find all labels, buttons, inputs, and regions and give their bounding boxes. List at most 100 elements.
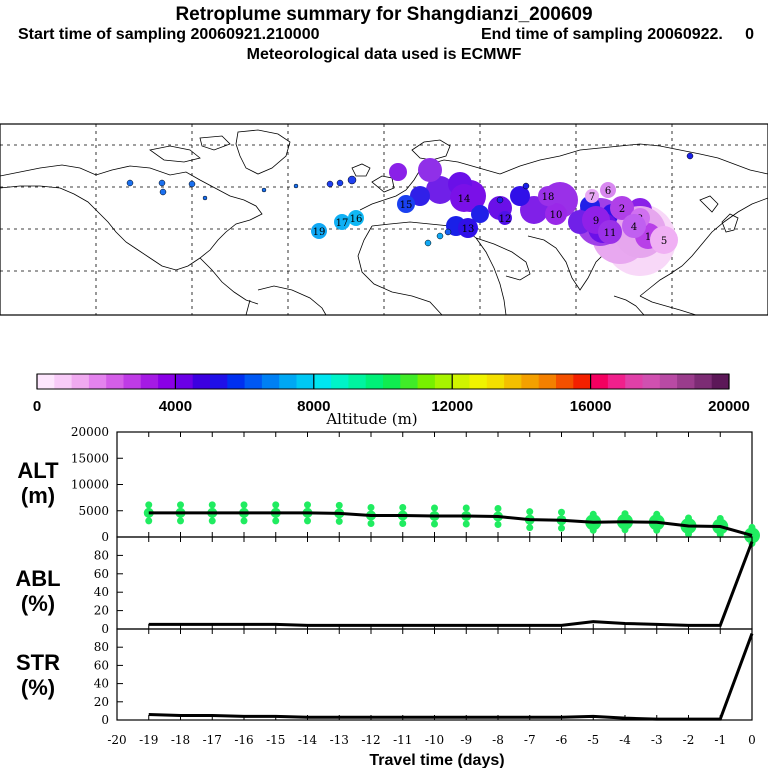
colorbar-swatch: [711, 374, 730, 389]
day-marker-label-10: 10: [550, 210, 563, 221]
altitude-colorbar: [36, 373, 730, 390]
plume-particle: [436, 232, 444, 240]
plume-particle: [336, 179, 344, 187]
day-marker-label-13: 13: [462, 224, 475, 235]
series-line-alt: [148, 511, 753, 537]
colorbar-swatch: [140, 374, 159, 389]
x-tick-label: -7: [524, 733, 536, 747]
alt-spread-marker: [177, 517, 184, 525]
str-panel-label-text: STR (%): [16, 650, 60, 700]
day-marker-5: [650, 226, 678, 254]
colorbar-swatch: [434, 374, 453, 389]
colorbar-swatch: [625, 374, 643, 389]
plume-particle: [126, 179, 134, 187]
alt-spread-marker: [621, 510, 629, 518]
alt-spread-marker: [208, 501, 216, 509]
y-tick-label: 40: [94, 677, 109, 691]
colorbar-swatch: [607, 374, 626, 389]
panel-alt: 0 5000 10000 15000 20000: [71, 425, 760, 547]
alt-panel-label: ALT (m): [3, 458, 73, 508]
day-marker-4: [622, 214, 646, 238]
colorbar-swatch: [279, 374, 297, 389]
plume-particle: [426, 176, 454, 204]
x-tick-label: -20: [107, 733, 126, 747]
plume-particle: [261, 187, 267, 193]
colorbar-swatch: [331, 374, 349, 389]
colorbar-swatch: [521, 374, 540, 389]
plume-particle: [686, 152, 694, 160]
met-data-label: Meteorological data used is ECMWF: [246, 46, 522, 63]
colorbar-swatch: [348, 374, 367, 389]
alt-panel-label-text: ALT (m): [17, 458, 59, 508]
day-marker-10: [545, 203, 567, 225]
plume-particle: [389, 163, 407, 181]
x-tick-label: -11: [393, 733, 412, 747]
colorbar-swatch: [400, 374, 418, 389]
alt-spread-marker: [716, 531, 724, 538]
alt-spread-marker: [462, 504, 470, 512]
panel-str: 0 20 40 60 80: [94, 628, 754, 727]
colorbar-swatch: [296, 374, 315, 389]
plume-particle: [424, 239, 432, 247]
plume-particle: [347, 175, 357, 185]
plume-particle: [418, 158, 442, 182]
start-time-label: Start time of sampling 20060921.210000: [18, 26, 320, 43]
colorbar-swatch: [54, 374, 72, 389]
abl-panel-label-text: ABL (%): [15, 566, 61, 616]
colorbar-swatch: [88, 374, 107, 389]
day-marker-label-2: 2: [619, 204, 625, 215]
alt-spread-marker: [621, 526, 629, 534]
day-marker-label-11: 11: [604, 228, 617, 239]
x-tick-label: -5: [587, 733, 599, 747]
y-tick-label: 80: [94, 548, 109, 562]
colorbar-swatch: [383, 374, 401, 389]
day-marker-label-1: 1: [645, 232, 651, 243]
day-marker-label-5: 5: [661, 236, 667, 247]
series-line-str: [148, 633, 754, 721]
alt-spread-marker: [589, 510, 597, 518]
end-time-label: End time of sampling 20060922. 0: [481, 26, 754, 44]
y-tick-label: 0: [101, 530, 109, 544]
alt-spread-marker: [685, 514, 692, 522]
day-marker-11: [598, 220, 622, 244]
colorbar-tick-label: 0: [33, 398, 41, 415]
colorbar-swatch: [37, 374, 55, 389]
colorbar-swatch: [210, 374, 228, 389]
day-marker-label-14: 14: [458, 194, 471, 205]
y-tick-label: 20000: [71, 425, 109, 439]
alt-spread-marker: [208, 517, 216, 525]
colorbar-tick-label: 12000: [431, 398, 473, 415]
x-tick-label: -8: [492, 733, 504, 747]
y-tick-label: 80: [94, 640, 109, 654]
end-time-text: End time of sampling 20060922.: [480, 26, 723, 43]
plume-particle: [326, 180, 334, 188]
colorbar-swatch: [504, 374, 522, 389]
day-marker-2: [610, 196, 634, 220]
day-marker-label-15: 15: [400, 200, 413, 211]
x-tick-label: -10: [425, 733, 444, 747]
plume-particle: [293, 183, 299, 189]
colorbar-tick-label: 4000: [159, 398, 192, 415]
y-tick-label: 5000: [78, 504, 109, 518]
colorbar-swatch: [123, 374, 142, 389]
x-tick-label: -14: [298, 733, 318, 747]
colorbar-swatch: [244, 374, 263, 389]
x-tick-label: -13: [330, 733, 349, 747]
panel-frame: [116, 628, 753, 721]
x-tick-label: -12: [361, 733, 380, 747]
alt-spread-marker: [399, 519, 407, 527]
day-marker-12: [498, 211, 512, 225]
colorbar-swatch: [227, 374, 245, 389]
alt-spread-marker: [653, 526, 661, 534]
x-tick-label: -18: [171, 733, 190, 747]
colorbar-swatch: [677, 374, 695, 389]
colorbar-swatch: [573, 374, 591, 389]
day-marker-6: [600, 182, 616, 198]
alt-spread-marker: [589, 526, 597, 534]
alt-spread-marker: [558, 508, 565, 516]
alt-spread-marker: [558, 524, 565, 532]
colorbar-swatch: [261, 374, 280, 389]
colorbar-swatch: [538, 374, 557, 389]
x-tick-label: -6: [556, 733, 568, 747]
